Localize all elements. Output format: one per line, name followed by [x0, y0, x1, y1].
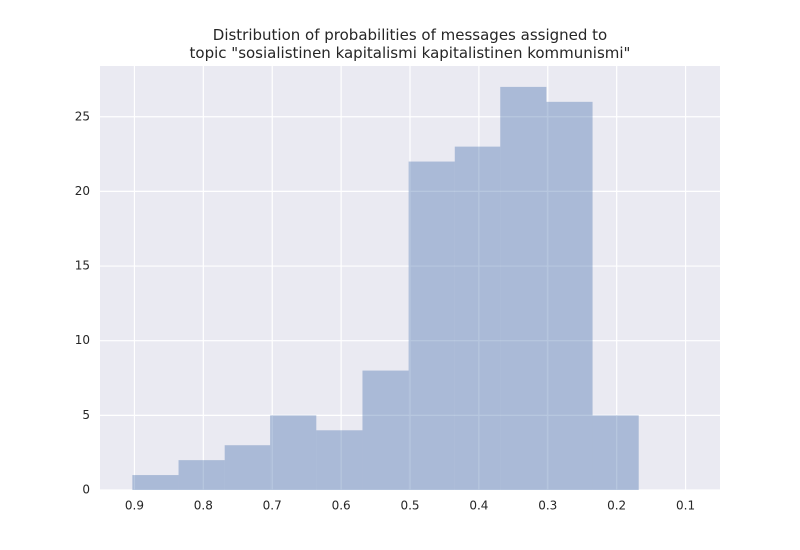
bar [132, 475, 179, 490]
x-tick-label: 0.3 [538, 499, 557, 513]
y-tick-label: 10 [75, 333, 90, 347]
chart-title: Distribution of probabilities of message… [189, 26, 631, 62]
bar [408, 161, 455, 490]
x-tick-label: 0.6 [332, 499, 351, 513]
y-tick-label: 20 [75, 184, 90, 198]
x-tick-label: 0.7 [263, 499, 282, 513]
bar [362, 370, 409, 490]
bar [270, 415, 317, 490]
x-tick-label: 0.8 [194, 499, 213, 513]
bar [592, 415, 639, 490]
x-tick-label: 0.5 [400, 499, 419, 513]
bar [316, 430, 363, 490]
y-tick-label: 0 [82, 483, 90, 497]
bar [500, 86, 547, 491]
bar [224, 445, 271, 490]
bar [546, 101, 593, 490]
bar [178, 460, 225, 490]
x-tick-label: 0.4 [469, 499, 488, 513]
y-tick-label: 25 [75, 109, 90, 123]
y-tick-label: 15 [75, 259, 90, 273]
x-tick-label: 0.2 [607, 499, 626, 513]
bar [454, 146, 501, 490]
x-tick-label: 0.9 [125, 499, 144, 513]
y-tick-label: 5 [82, 408, 90, 422]
x-tick-label: 0.1 [676, 499, 695, 513]
